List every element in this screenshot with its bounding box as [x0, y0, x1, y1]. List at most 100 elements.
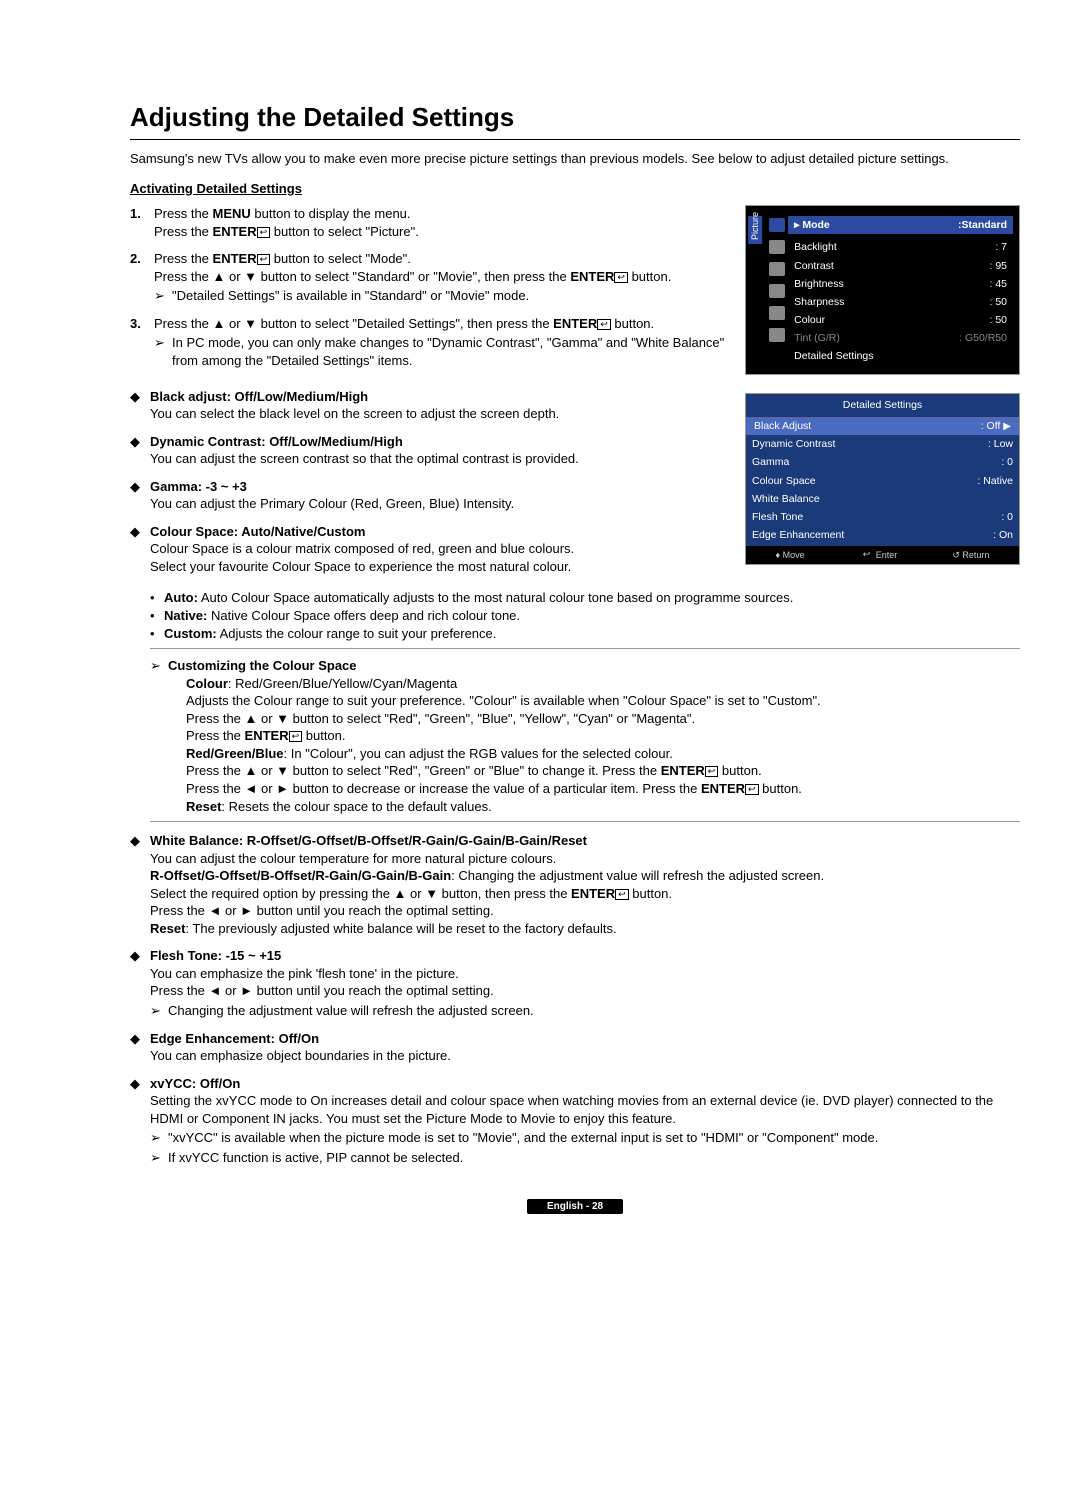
- step1-line1: Press the MENU button to display the men…: [154, 206, 411, 221]
- custom-line: Press the ▲ or ▼ button to select "Red",…: [186, 710, 821, 728]
- black-adjust-body: You can select the black level on the sc…: [150, 405, 727, 423]
- osd-row: ▸ Mode:Standard: [788, 216, 1013, 234]
- diamond-bullet: ◆: [130, 523, 150, 576]
- dot-bullet: •: [150, 625, 164, 643]
- instructions-column: 1. Press the MENU button to display the …: [130, 205, 727, 585]
- note-icon: ➢: [150, 657, 168, 815]
- ft-body: You can emphasize the pink 'flesh tone' …: [150, 965, 1020, 983]
- dynamic-contrast-heading: Dynamic Contrast: Off/Low/Medium/High: [150, 433, 727, 451]
- custom-line: Adjusts the Colour range to suit your pr…: [186, 692, 821, 710]
- step-number: 3.: [130, 315, 154, 370]
- customizing-heading: Customizing the Colour Space: [168, 657, 821, 675]
- menu-icon: [769, 328, 785, 342]
- wb-body: Reset: The previously adjusted white bal…: [150, 920, 1020, 938]
- osd-row: Backlight: 7: [788, 238, 1013, 256]
- custom-line: Press the ▲ or ▼ button to select "Red",…: [186, 762, 821, 780]
- osd-row: Sharpness: 50: [788, 293, 1013, 311]
- menu-icon: [769, 284, 785, 298]
- xvycc-heading: xvYCC: Off/On: [150, 1075, 1020, 1093]
- ee-body: You can emphasize object boundaries in t…: [150, 1047, 1020, 1065]
- activating-heading: Activating Detailed Settings: [130, 180, 1020, 198]
- osd-icon-column: [766, 216, 788, 365]
- note-icon: ➢: [154, 334, 172, 369]
- osd-row: Contrast: 95: [788, 257, 1013, 275]
- step2-note: "Detailed Settings" is available in "Sta…: [172, 287, 529, 305]
- osd-row: Detailed Settings: [788, 347, 1013, 365]
- enter-icon: ↩: [257, 227, 271, 238]
- note-icon: ➢: [154, 287, 172, 305]
- cs-custom: Custom: Adjusts the colour range to suit…: [164, 625, 496, 643]
- step-number: 1.: [130, 205, 154, 240]
- edge-enhancement-heading: Edge Enhancement: Off/On: [150, 1030, 1020, 1048]
- note-icon: ➢: [150, 1149, 168, 1167]
- xv-body: Setting the xvYCC mode to On increases d…: [150, 1092, 1020, 1127]
- wb-body: Press the ◄ or ► button until you reach …: [150, 902, 1020, 920]
- osd-row-selected: Black Adjust: Off ▶: [746, 417, 1019, 436]
- step3-note: In PC mode, you can only make changes to…: [172, 334, 727, 369]
- enter-icon: ↩: [614, 272, 628, 283]
- custom-line: Press the ENTER↩ button.: [186, 727, 821, 745]
- osd-row: Brightness: 45: [788, 275, 1013, 293]
- osd-row: Edge Enhancement: On: [746, 526, 1019, 544]
- colour-space-body1: Colour Space is a colour matrix composed…: [150, 540, 727, 558]
- page-footer: English - 28: [130, 1196, 1020, 1214]
- gamma-heading: Gamma: -3 ~ +3: [150, 478, 727, 496]
- osd-picture-menu: Picture ▸ Mode:Standard Backlight: 7 Con…: [745, 205, 1020, 374]
- wb-body: You can adjust the colour temperature fo…: [150, 850, 1020, 868]
- dynamic-contrast-body: You can adjust the screen contrast so th…: [150, 450, 727, 468]
- step1-line2: Press the ENTER↩ button to select "Pictu…: [154, 224, 419, 239]
- osd-category-tab: Picture: [748, 216, 762, 244]
- flesh-tone-heading: Flesh Tone: -15 ~ +15: [150, 947, 1020, 965]
- ft-body: Press the ◄ or ► button until you reach …: [150, 982, 1020, 1000]
- enter-icon: ↩: [705, 766, 719, 777]
- right-arrow-icon: ▶: [1003, 421, 1011, 432]
- dot-bullet: •: [150, 589, 164, 607]
- osd-row: Tint (G/R): G50/R50: [788, 329, 1013, 347]
- cs-native: Native: Native Colour Space offers deep …: [164, 607, 520, 625]
- diamond-bullet: ◆: [130, 1030, 150, 1065]
- menu-icon: [769, 240, 785, 254]
- note-icon: ➢: [150, 1129, 168, 1147]
- osd-detailed-settings: Detailed Settings Black Adjust: Off ▶ Dy…: [745, 393, 1020, 566]
- menu-icon: [769, 306, 785, 320]
- step2-line2: Press the ▲ or ▼ button to select "Stand…: [154, 269, 671, 284]
- white-balance-heading: White Balance: R-Offset/G-Offset/B-Offse…: [150, 832, 1020, 850]
- menu-icon: [769, 262, 785, 276]
- enter-icon: ↩: [289, 731, 303, 742]
- step2-line1: Press the ENTER↩ button to select "Mode"…: [154, 251, 411, 266]
- intro-text: Samsung's new TVs allow you to make even…: [130, 150, 1020, 168]
- diamond-bullet: ◆: [130, 1075, 150, 1167]
- xv-note2: If xvYCC function is active, PIP cannot …: [168, 1149, 463, 1167]
- enter-icon: ↩: [597, 319, 611, 330]
- enter-icon: ↩: [615, 889, 629, 900]
- osd-footer-bar: ♦ Move ↩ Enter ↺ Return: [746, 546, 1019, 564]
- diamond-bullet: ◆: [130, 947, 150, 1019]
- page-title: Adjusting the Detailed Settings: [130, 100, 1020, 140]
- osd-row: Colour Space: Native: [746, 472, 1019, 490]
- diamond-bullet: ◆: [130, 433, 150, 468]
- osd-row: Colour: 50: [788, 311, 1013, 329]
- step-number: 2.: [130, 250, 154, 305]
- tv-icon: [769, 218, 785, 232]
- xv-note1: "xvYCC" is available when the picture mo…: [168, 1129, 878, 1147]
- osd-row: White Balance: [746, 490, 1019, 508]
- osd-row: Gamma: 0: [746, 453, 1019, 471]
- ft-note: Changing the adjustment value will refre…: [168, 1002, 534, 1020]
- gamma-body: You can adjust the Primary Colour (Red, …: [150, 495, 727, 513]
- colour-space-body2: Select your favourite Colour Space to ex…: [150, 558, 727, 576]
- enter-icon: ↩: [257, 254, 271, 265]
- custom-line: Reset: Resets the colour space to the de…: [186, 798, 821, 816]
- custom-line: Colour: Red/Green/Blue/Yellow/Cyan/Magen…: [186, 675, 821, 693]
- note-icon: ➢: [150, 1002, 168, 1020]
- diamond-bullet: ◆: [130, 478, 150, 513]
- enter-icon: ↩: [745, 784, 759, 795]
- osd2-title: Detailed Settings: [746, 394, 1019, 417]
- custom-line: Red/Green/Blue: In "Colour", you can adj…: [186, 745, 821, 763]
- dot-bullet: •: [150, 607, 164, 625]
- colour-space-heading: Colour Space: Auto/Native/Custom: [150, 523, 727, 541]
- enter-icon: ↩: [860, 549, 874, 560]
- osd-row: Flesh Tone: 0: [746, 508, 1019, 526]
- wb-body: Select the required option by pressing t…: [150, 885, 1020, 903]
- step3-line1: Press the ▲ or ▼ button to select "Detai…: [154, 316, 654, 331]
- diamond-bullet: ◆: [130, 388, 150, 423]
